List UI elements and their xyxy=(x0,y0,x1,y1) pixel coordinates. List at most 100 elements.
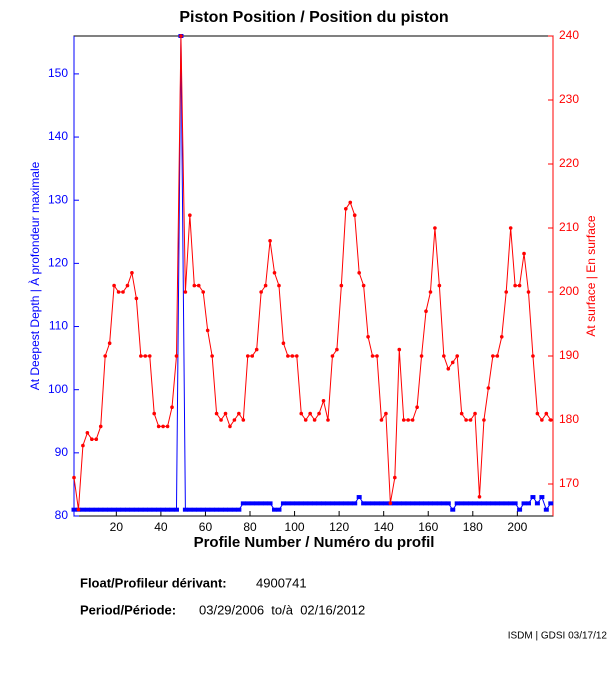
point xyxy=(370,354,375,358)
point xyxy=(201,290,206,294)
point xyxy=(90,437,94,442)
point xyxy=(374,501,380,506)
point xyxy=(267,501,273,506)
point xyxy=(316,501,322,506)
point xyxy=(245,501,251,506)
point xyxy=(237,411,241,416)
point xyxy=(543,507,549,512)
y-tick-label: 90 xyxy=(55,445,69,459)
point xyxy=(539,495,545,500)
point xyxy=(370,501,376,506)
point xyxy=(179,34,183,38)
point xyxy=(499,501,505,506)
x-tick-label: 160 xyxy=(418,520,438,534)
point xyxy=(107,341,112,346)
point xyxy=(330,354,335,358)
point xyxy=(490,501,496,506)
point xyxy=(321,501,327,506)
series-line xyxy=(73,35,552,510)
y2-tick-label: 190 xyxy=(559,348,579,362)
point xyxy=(454,501,460,506)
y2-tick-label: 180 xyxy=(559,412,579,426)
point xyxy=(103,354,107,358)
x-tick-label: 60 xyxy=(199,520,213,534)
point xyxy=(121,290,125,294)
point xyxy=(258,501,264,506)
point xyxy=(419,354,424,358)
point xyxy=(307,501,313,506)
point xyxy=(312,501,318,506)
point xyxy=(419,501,425,506)
point xyxy=(433,226,437,230)
point xyxy=(182,507,188,512)
point xyxy=(85,431,90,435)
point xyxy=(89,507,95,512)
point xyxy=(512,501,518,506)
point xyxy=(427,501,433,506)
point xyxy=(76,507,81,512)
point xyxy=(396,501,402,506)
point xyxy=(147,507,153,512)
point xyxy=(222,507,228,512)
point xyxy=(120,507,126,512)
point xyxy=(312,418,317,422)
point xyxy=(116,290,121,294)
point xyxy=(134,296,139,301)
point xyxy=(130,271,134,275)
point xyxy=(272,507,278,512)
point xyxy=(277,283,281,288)
point xyxy=(151,507,157,512)
point xyxy=(205,328,210,333)
x-tick-label: 20 xyxy=(110,520,124,534)
point xyxy=(468,501,474,506)
point xyxy=(508,501,514,506)
point xyxy=(540,418,544,422)
point xyxy=(187,507,193,512)
point xyxy=(424,309,428,314)
point xyxy=(401,501,407,506)
point xyxy=(379,418,384,422)
point xyxy=(423,501,429,506)
y-tick-label: 130 xyxy=(48,192,68,206)
point xyxy=(415,405,419,410)
y-tick-label: 120 xyxy=(48,256,68,270)
series-line xyxy=(74,35,552,511)
period-label: Period/Période: xyxy=(80,602,176,617)
point xyxy=(152,411,157,416)
point xyxy=(231,507,237,512)
point xyxy=(428,290,433,294)
x-tick-label: 40 xyxy=(154,520,168,534)
point xyxy=(477,495,482,499)
point xyxy=(392,501,398,506)
point xyxy=(71,507,77,512)
point xyxy=(432,501,438,506)
point xyxy=(446,367,451,371)
point xyxy=(165,424,170,429)
float-label: Float/Profileur dérivant: xyxy=(80,575,227,590)
x-tick-label: 100 xyxy=(285,520,305,534)
point xyxy=(464,418,468,422)
point xyxy=(442,354,446,358)
point xyxy=(263,283,268,288)
y-axis-label: At Deepest Depth | À profondeur maximale xyxy=(27,161,42,390)
point xyxy=(414,501,420,506)
point xyxy=(397,347,402,352)
point xyxy=(263,501,269,506)
y2-tick-label: 220 xyxy=(559,156,579,170)
point xyxy=(325,501,331,506)
point xyxy=(249,501,255,506)
credit: ISDM | GDSI 03/17/12 xyxy=(508,631,608,642)
point xyxy=(436,501,442,506)
x-tick-label: 120 xyxy=(329,520,349,534)
point xyxy=(139,354,143,358)
point xyxy=(366,335,370,339)
point xyxy=(406,418,410,422)
point xyxy=(227,507,233,512)
point xyxy=(205,507,211,512)
point xyxy=(219,418,223,422)
point xyxy=(378,501,384,506)
point xyxy=(481,501,487,506)
point xyxy=(535,411,540,416)
point xyxy=(344,207,348,211)
